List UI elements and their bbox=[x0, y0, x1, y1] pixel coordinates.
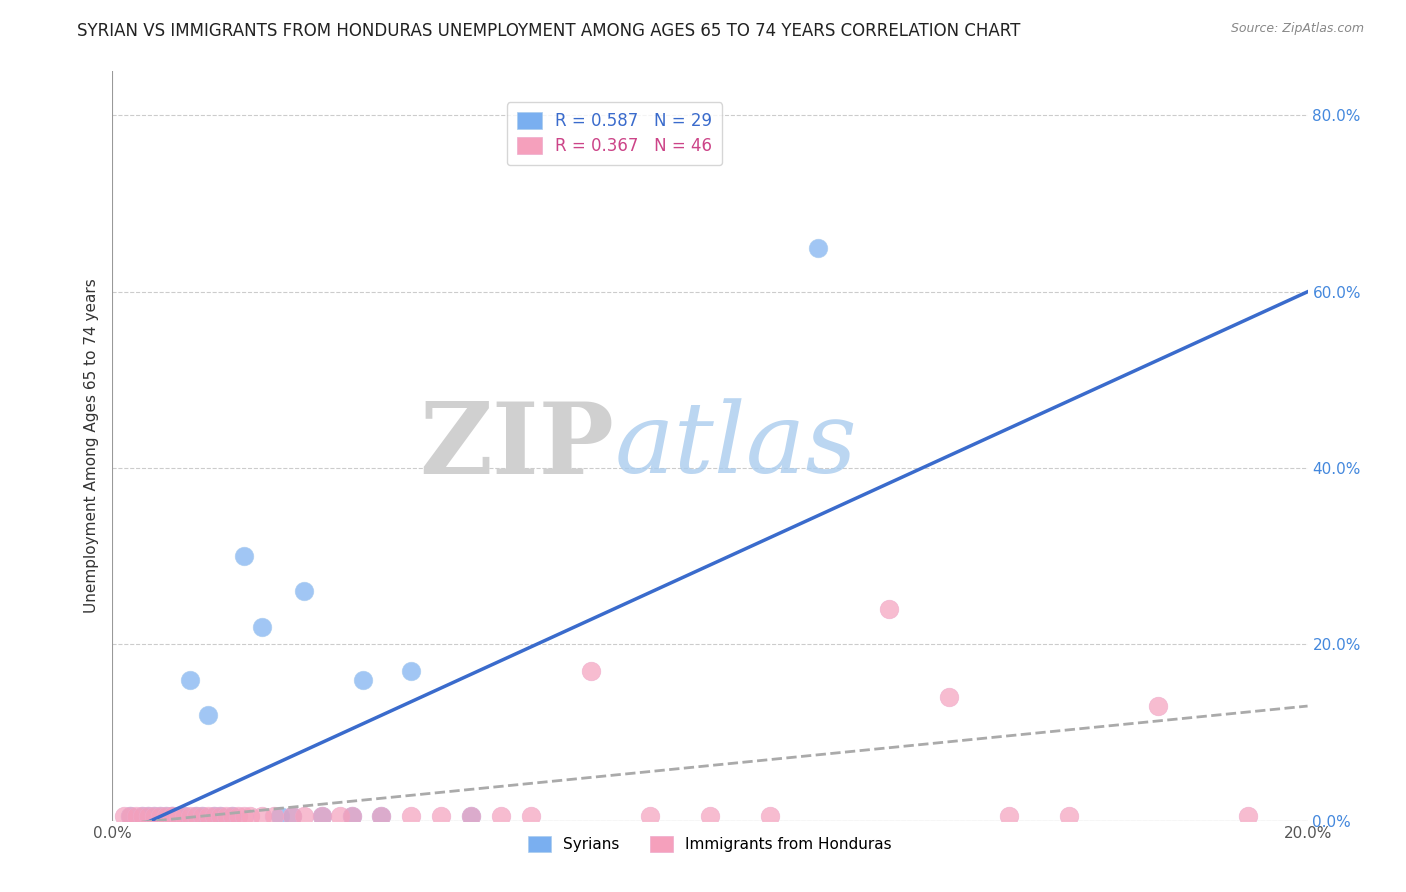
Point bbox=[233, 549, 256, 564]
Point bbox=[281, 809, 304, 823]
Point bbox=[401, 664, 423, 678]
Point bbox=[173, 809, 195, 823]
Point bbox=[221, 809, 243, 823]
Legend: Syrians, Immigrants from Honduras: Syrians, Immigrants from Honduras bbox=[522, 830, 898, 858]
Point bbox=[292, 809, 315, 823]
Point bbox=[226, 809, 249, 823]
Point bbox=[640, 809, 662, 823]
Y-axis label: Unemployment Among Ages 65 to 74 years: Unemployment Among Ages 65 to 74 years bbox=[83, 278, 98, 614]
Point bbox=[191, 809, 214, 823]
Point bbox=[311, 809, 333, 823]
Point bbox=[173, 809, 195, 823]
Point bbox=[292, 584, 315, 599]
Point bbox=[138, 809, 160, 823]
Point bbox=[179, 809, 201, 823]
Point bbox=[699, 809, 721, 823]
Point bbox=[202, 809, 225, 823]
Point bbox=[197, 707, 219, 722]
Point bbox=[155, 809, 177, 823]
Point bbox=[149, 809, 172, 823]
Point bbox=[370, 809, 392, 823]
Point bbox=[370, 809, 392, 823]
Point bbox=[209, 809, 232, 823]
Point bbox=[215, 809, 238, 823]
Point bbox=[460, 809, 482, 823]
Point bbox=[120, 809, 142, 823]
Point bbox=[879, 602, 901, 616]
Point bbox=[1057, 809, 1080, 823]
Point bbox=[191, 809, 214, 823]
Point bbox=[131, 809, 153, 823]
Point bbox=[269, 809, 291, 823]
Point bbox=[340, 809, 363, 823]
Point bbox=[155, 809, 177, 823]
Point bbox=[489, 809, 512, 823]
Point bbox=[1237, 809, 1260, 823]
Point bbox=[162, 809, 183, 823]
Point bbox=[143, 809, 166, 823]
Point bbox=[401, 809, 423, 823]
Text: ZIP: ZIP bbox=[419, 398, 614, 494]
Point bbox=[167, 809, 190, 823]
Point bbox=[125, 809, 148, 823]
Point bbox=[460, 809, 482, 823]
Point bbox=[281, 809, 304, 823]
Point bbox=[114, 809, 135, 823]
Point bbox=[120, 809, 142, 823]
Point bbox=[162, 809, 183, 823]
Point bbox=[149, 809, 172, 823]
Text: SYRIAN VS IMMIGRANTS FROM HONDURAS UNEMPLOYMENT AMONG AGES 65 TO 74 YEARS CORREL: SYRIAN VS IMMIGRANTS FROM HONDURAS UNEMP… bbox=[77, 22, 1021, 40]
Point bbox=[197, 809, 219, 823]
Point bbox=[938, 690, 960, 705]
Point bbox=[209, 809, 232, 823]
Point bbox=[311, 809, 333, 823]
Point bbox=[1147, 699, 1170, 714]
Point bbox=[263, 809, 285, 823]
Text: Source: ZipAtlas.com: Source: ZipAtlas.com bbox=[1230, 22, 1364, 36]
Point bbox=[143, 809, 166, 823]
Point bbox=[239, 809, 262, 823]
Point bbox=[250, 620, 273, 634]
Point bbox=[998, 809, 1021, 823]
Point bbox=[186, 809, 208, 823]
Point bbox=[202, 809, 225, 823]
Point bbox=[179, 673, 201, 687]
Point bbox=[233, 809, 256, 823]
Point bbox=[807, 241, 830, 255]
Point bbox=[759, 809, 782, 823]
Point bbox=[353, 673, 375, 687]
Point bbox=[221, 809, 243, 823]
Point bbox=[250, 809, 273, 823]
Point bbox=[186, 809, 208, 823]
Point bbox=[167, 809, 190, 823]
Point bbox=[520, 809, 543, 823]
Text: atlas: atlas bbox=[614, 399, 858, 493]
Point bbox=[138, 809, 160, 823]
Point bbox=[579, 664, 602, 678]
Point bbox=[340, 809, 363, 823]
Point bbox=[131, 809, 153, 823]
Point bbox=[162, 809, 183, 823]
Point bbox=[430, 809, 453, 823]
Point bbox=[162, 809, 183, 823]
Point bbox=[329, 809, 352, 823]
